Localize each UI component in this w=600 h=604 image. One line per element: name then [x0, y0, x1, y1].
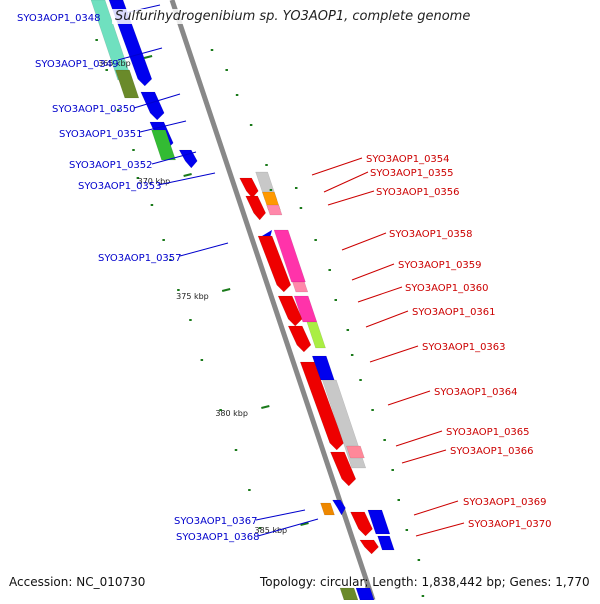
gene-right-5: [257, 235, 292, 293]
gene-right-7: [292, 281, 309, 293]
gene-label-left: SYO3AOP1_0348: [17, 13, 101, 24]
leader-line-left-8: [257, 518, 319, 537]
gene-right-17: [350, 511, 373, 537]
leader-line-right-5: [357, 286, 403, 303]
leader-line-left-3: [139, 120, 187, 133]
leader-line-left-5: [157, 172, 216, 186]
gene-left-3: [140, 91, 165, 121]
gene-label-right: SYO3AOP1_0370: [468, 519, 552, 530]
gene-right-0: [239, 177, 259, 199]
gene-right-20: [377, 535, 395, 551]
leader-line-right-9: [395, 430, 443, 447]
gene-label-left: SYO3AOP1_0353: [78, 181, 162, 192]
scale-tick-1: [183, 173, 192, 177]
leader-line-right-4: [351, 263, 395, 281]
genome-stats-text: Topology: circular; Length: 1,838,442 bp…: [260, 575, 590, 589]
gene-label-right: SYO3AOP1_0355: [370, 168, 454, 179]
leader-line-right-12: [415, 522, 465, 537]
leader-line-right-10: [401, 449, 447, 464]
leader-line-right-0: [311, 157, 363, 176]
gene-label-right: SYO3AOP1_0360: [405, 283, 489, 294]
gene-bottom-0: [339, 587, 359, 601]
leader-line-right-7: [369, 345, 419, 363]
leader-line-left-2: [133, 93, 181, 109]
scale-label: 375 kbp: [176, 292, 209, 301]
scale-label: 385 kbp: [255, 526, 288, 535]
leader-line-right-6: [365, 310, 409, 328]
map-title: Sulfurihydrogenibium sp. YO3AOP1, comple…: [112, 9, 474, 24]
leader-line-right-3: [341, 232, 387, 251]
gene-right-18: [367, 509, 391, 535]
gene-label-left: SYO3AOP1_0357: [98, 253, 182, 264]
scale-label: 380 kbp: [215, 409, 248, 418]
gene-left-7: [320, 502, 335, 516]
scale-label: 365 kbp: [98, 59, 131, 68]
gene-right-6: [273, 229, 306, 283]
gene-label-right: SYO3AOP1_0365: [446, 427, 530, 438]
leader-line-right-11: [413, 500, 459, 516]
leader-line-left-4: [151, 151, 197, 165]
leader-line-right-8: [387, 390, 431, 406]
gene-right-13: [299, 361, 345, 451]
scale-tick-4: [300, 522, 309, 526]
scale-tick-2: [221, 288, 231, 292]
gene-label-right: SYO3AOP1_0354: [366, 154, 450, 165]
leader-line-right-1: [323, 171, 369, 193]
gene-label-right: SYO3AOP1_0363: [422, 342, 506, 353]
gene-right-15: [346, 445, 365, 459]
gene-left-5: [151, 129, 176, 161]
gene-right-19: [359, 539, 379, 555]
gene-right-8: [277, 295, 303, 327]
gene-label-right: SYO3AOP1_0359: [398, 260, 482, 271]
gene-label-right: SYO3AOP1_0358: [389, 229, 473, 240]
leader-line-left-6: [179, 242, 229, 257]
leader-line-left-1: [117, 47, 163, 61]
gene-right-4: [266, 204, 283, 216]
gene-left-8: [332, 499, 346, 516]
accession-text: Accession: NC_010730: [9, 575, 146, 589]
gene-label-left: SYO3AOP1_0349: [35, 59, 119, 70]
gene-label-left: SYO3AOP1_0352: [69, 160, 153, 171]
gene-label-right: SYO3AOP1_0361: [412, 307, 496, 318]
scale-tick-0: [143, 55, 153, 59]
gene-right-11: [287, 325, 312, 353]
gene-left-2: [115, 69, 140, 99]
gene-label-left: SYO3AOP1_0367: [174, 516, 258, 527]
gene-label-right: SYO3AOP1_0356: [376, 187, 460, 198]
gene-label-left: SYO3AOP1_0350: [52, 104, 136, 115]
gene-label-left: SYO3AOP1_0368: [176, 532, 260, 543]
leader-line-right-2: [327, 190, 375, 206]
gene-label-right: SYO3AOP1_0369: [463, 497, 547, 508]
gene-left-6: [178, 149, 198, 169]
gene-label-left: SYO3AOP1_0351: [59, 129, 143, 140]
gene-label-right: SYO3AOP1_0364: [434, 387, 518, 398]
scale-label: 370 kbp: [138, 177, 171, 186]
leader-line-left-7: [255, 509, 306, 521]
scale-tick-3: [261, 405, 270, 409]
gene-right-16: [330, 451, 357, 487]
gene-right-10: [306, 321, 326, 349]
gene-label-right: SYO3AOP1_0366: [450, 446, 534, 457]
gene-right-3: [245, 195, 266, 221]
